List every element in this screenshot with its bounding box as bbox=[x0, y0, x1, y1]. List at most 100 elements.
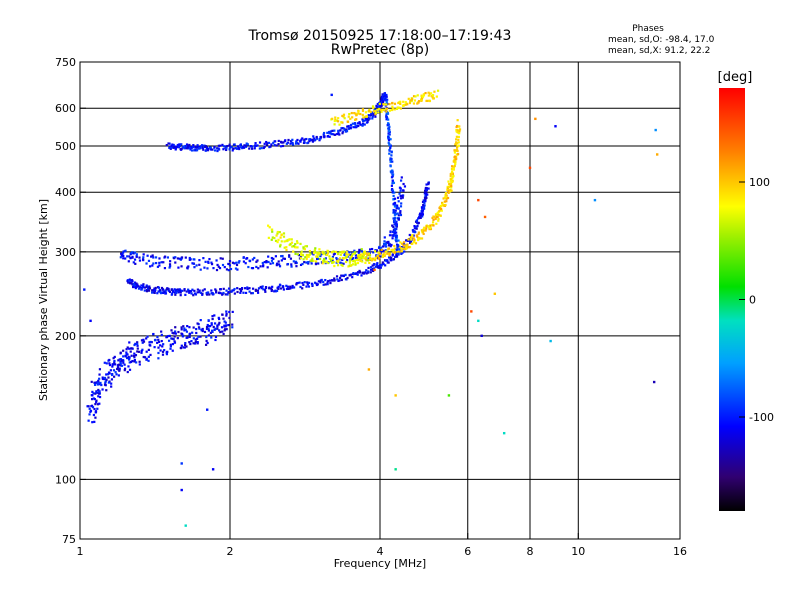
data-point bbox=[282, 257, 285, 260]
data-point bbox=[441, 203, 444, 206]
data-point bbox=[258, 141, 262, 144]
data-point bbox=[361, 272, 364, 275]
data-point bbox=[219, 144, 222, 147]
data-point bbox=[318, 137, 321, 141]
data-point bbox=[384, 99, 388, 102]
data-point bbox=[391, 173, 395, 176]
data-point bbox=[387, 141, 390, 144]
data-point bbox=[314, 260, 318, 263]
data-point bbox=[224, 321, 227, 324]
data-point bbox=[120, 252, 123, 255]
data-point bbox=[391, 249, 394, 252]
data-point bbox=[348, 259, 352, 262]
data-point bbox=[456, 142, 459, 145]
data-point bbox=[266, 142, 269, 145]
data-point bbox=[106, 373, 109, 376]
data-point bbox=[230, 290, 233, 293]
data-point bbox=[179, 291, 182, 294]
data-point bbox=[407, 238, 410, 241]
data-point bbox=[357, 110, 360, 113]
data-point bbox=[180, 147, 183, 150]
data-point bbox=[194, 342, 197, 345]
data-point bbox=[453, 158, 456, 162]
data-point bbox=[335, 257, 338, 260]
data-point bbox=[225, 148, 228, 152]
data-point bbox=[145, 337, 148, 340]
data-point bbox=[454, 149, 457, 152]
data-point bbox=[361, 108, 365, 111]
data-point bbox=[222, 317, 225, 320]
data-point bbox=[370, 112, 374, 115]
data-point bbox=[388, 102, 391, 106]
data-point bbox=[135, 253, 138, 256]
data-point bbox=[322, 280, 325, 284]
data-point bbox=[173, 340, 176, 343]
data-point bbox=[246, 143, 249, 146]
data-point bbox=[110, 378, 114, 381]
data-point bbox=[365, 115, 368, 118]
data-point bbox=[477, 319, 480, 323]
data-point bbox=[390, 256, 393, 259]
data-point bbox=[225, 147, 228, 150]
data-point bbox=[221, 313, 224, 316]
data-point bbox=[222, 291, 225, 295]
data-point bbox=[231, 261, 235, 264]
data-point bbox=[361, 123, 364, 127]
data-point bbox=[395, 248, 398, 251]
data-point bbox=[417, 217, 420, 220]
data-point bbox=[427, 225, 430, 228]
data-point bbox=[414, 227, 417, 230]
data-point bbox=[161, 353, 165, 356]
data-point bbox=[371, 105, 375, 108]
data-point bbox=[359, 123, 362, 126]
data-point bbox=[217, 316, 220, 319]
data-point bbox=[393, 223, 396, 226]
data-point bbox=[399, 189, 402, 192]
data-point bbox=[410, 238, 413, 241]
data-point bbox=[176, 146, 179, 149]
data-point bbox=[420, 206, 424, 209]
data-point bbox=[395, 224, 398, 227]
data-point bbox=[423, 226, 426, 229]
data-point bbox=[412, 237, 415, 240]
data-point bbox=[353, 111, 356, 115]
data-point bbox=[265, 260, 268, 263]
data-point bbox=[246, 286, 249, 289]
data-point bbox=[387, 122, 390, 125]
data-point bbox=[299, 255, 303, 258]
data-point bbox=[165, 336, 168, 339]
data-point bbox=[386, 259, 389, 262]
data-point bbox=[153, 287, 156, 290]
data-point bbox=[389, 160, 392, 163]
data-point bbox=[420, 95, 423, 98]
data-point bbox=[193, 289, 196, 292]
data-point bbox=[340, 121, 343, 124]
data-point bbox=[299, 242, 302, 245]
data-point bbox=[373, 268, 376, 272]
data-point bbox=[205, 408, 209, 411]
data-point bbox=[402, 241, 406, 244]
data-point bbox=[98, 402, 101, 405]
data-point bbox=[91, 406, 95, 409]
data-point bbox=[331, 261, 334, 264]
data-point bbox=[397, 214, 400, 217]
data-point bbox=[424, 186, 428, 190]
data-point bbox=[386, 98, 389, 101]
data-point bbox=[207, 147, 210, 150]
data-point bbox=[231, 310, 234, 313]
data-point bbox=[424, 197, 427, 200]
data-point bbox=[387, 123, 390, 126]
data-point bbox=[376, 262, 379, 265]
data-point bbox=[180, 257, 183, 260]
data-point bbox=[122, 355, 125, 358]
data-point bbox=[404, 101, 407, 104]
data-point bbox=[364, 111, 368, 114]
data-point bbox=[91, 394, 94, 397]
data-point bbox=[317, 251, 320, 254]
data-point bbox=[362, 257, 365, 260]
data-point bbox=[381, 101, 385, 104]
data-point bbox=[185, 290, 188, 293]
data-point bbox=[448, 182, 451, 186]
data-point bbox=[452, 160, 455, 163]
data-point bbox=[325, 260, 328, 263]
